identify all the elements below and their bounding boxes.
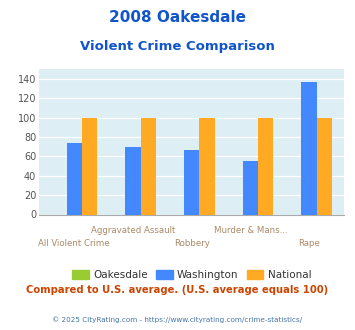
Text: Murder & Mans...: Murder & Mans... — [214, 226, 287, 235]
Text: Rape: Rape — [298, 240, 320, 248]
Text: All Violent Crime: All Violent Crime — [38, 240, 110, 248]
Bar — [67, 143, 82, 214]
Bar — [258, 118, 273, 214]
Bar — [301, 82, 317, 214]
Bar — [317, 118, 332, 214]
Text: Robbery: Robbery — [174, 240, 210, 248]
Bar — [200, 118, 214, 214]
Text: Aggravated Assault: Aggravated Assault — [91, 226, 175, 235]
Bar — [82, 118, 97, 214]
Text: Compared to U.S. average. (U.S. average equals 100): Compared to U.S. average. (U.S. average … — [26, 285, 329, 295]
Legend: Oakesdale, Washington, National: Oakesdale, Washington, National — [68, 266, 315, 284]
Bar — [184, 149, 200, 214]
Bar — [125, 147, 141, 214]
Text: Violent Crime Comparison: Violent Crime Comparison — [80, 40, 275, 52]
Bar — [141, 118, 156, 214]
Text: 2008 Oakesdale: 2008 Oakesdale — [109, 10, 246, 25]
Text: © 2025 CityRating.com - https://www.cityrating.com/crime-statistics/: © 2025 CityRating.com - https://www.city… — [53, 317, 302, 323]
Bar — [243, 161, 258, 214]
